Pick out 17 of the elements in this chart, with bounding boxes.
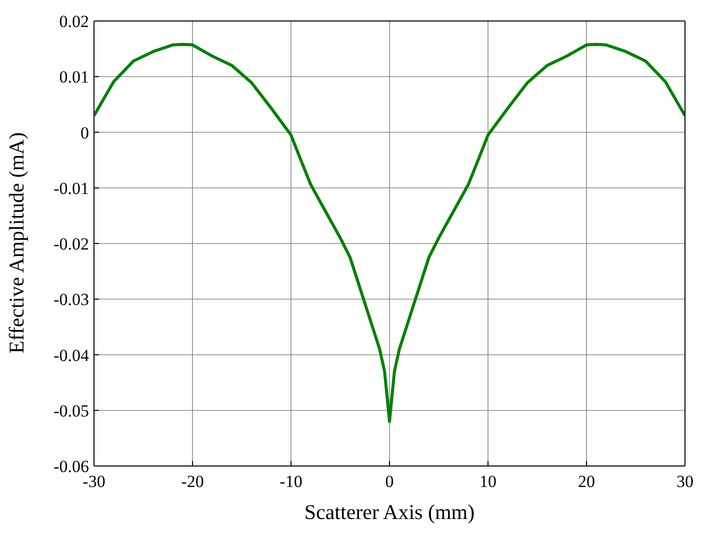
x-axis-title: Scatterer Axis (mm) — [304, 500, 475, 524]
x-tick-label: 0 — [385, 472, 394, 492]
x-tick-label: 20 — [578, 472, 595, 492]
y-tick-label: -0.05 — [54, 401, 89, 420]
y-tick-label: 0.02 — [59, 12, 89, 32]
x-tick-label: -10 — [280, 472, 302, 492]
y-tick-label: -0.02 — [54, 234, 89, 254]
x-tick-label: 10 — [480, 472, 496, 492]
line-series — [94, 42, 685, 423]
y-tick-label: 0 — [80, 123, 89, 142]
y-tick-label: -0.04 — [54, 346, 90, 365]
x-tick-label: -20 — [181, 472, 204, 492]
y-tick-label: -0.01 — [54, 178, 89, 198]
y-tick-label: -0.03 — [54, 290, 89, 310]
y-axis-title: Effective Amplitude (mA) — [4, 132, 28, 354]
y-tick-label: 0.01 — [59, 68, 89, 87]
x-tick-label: 30 — [676, 472, 694, 492]
